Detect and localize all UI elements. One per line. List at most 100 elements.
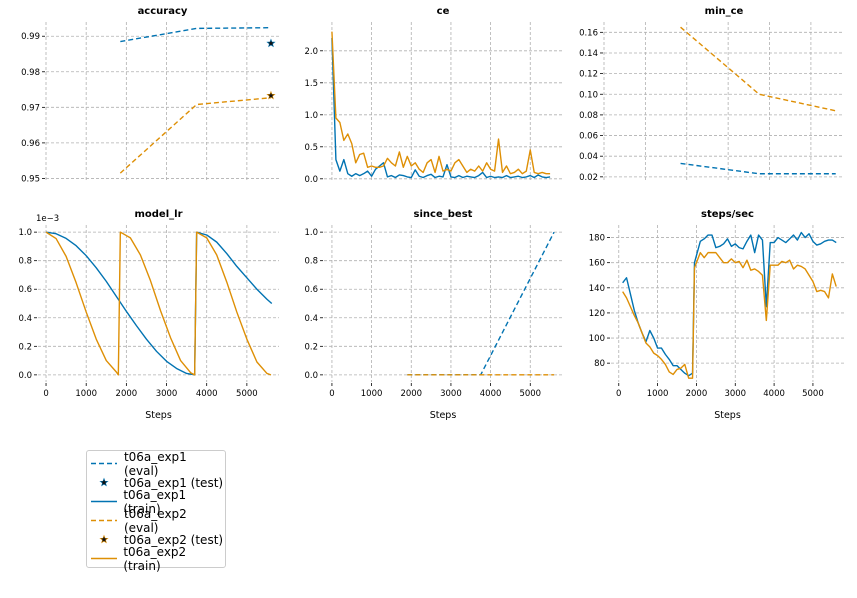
x-tick-label: 0 [43,389,48,399]
panel-title: min_ce [705,6,744,17]
x-axis-label: Steps [430,410,457,421]
y-tick-label: 0.6 [304,285,318,295]
legend-entry: t06a_exp1 (eval) [87,450,225,478]
y-tick-label: 0.04 [579,152,598,162]
legend-label: t06a_exp1 (eval) [123,449,187,478]
y-tick-label: 0.0 [304,371,318,381]
series-line-1 [622,251,837,379]
legend-swatch [91,462,117,465]
y-tick-label: 0.10 [579,90,598,100]
y-tick-label: 0.6 [18,285,32,295]
legend: t06a_exp1 (eval) t06a_exp1 (test) t06a_exp… [86,450,226,573]
x-tick-label: 0 [329,389,334,399]
series-point-star [266,90,276,100]
x-tick-label: 5000 [802,389,824,399]
y-tick-label: 140 [589,284,605,294]
legend-entry: t06a_exp2 (eval) [87,507,225,535]
y-tick-label: 0.14 [579,49,598,59]
y-tick-label: 0.5 [304,143,318,153]
legend-entry: t06a_exp1 (test) [87,473,225,492]
panel-accuracy: accuracy 0.95 0.96 0.97 0.98 0.99 [21,6,279,184]
series-line-0 [120,26,271,43]
x-axis-label: Steps [145,410,172,421]
legend-swatch [91,519,117,522]
y-tick-label: 0.95 [21,174,40,184]
y-tick-label: 0.0 [18,371,32,381]
panel-model-lr: model_lr 0 1000 2000 3000 4000 5000 0.0 0.2 0.4 0.… [18,209,279,421]
series-line-1 [331,31,551,175]
legend-label: t06a_exp1 (test) [124,475,224,490]
y-tick-label: 0.8 [304,257,318,267]
panel-since-best: since_best 0 1000 2000 3000 4000 5000 0.0 0.2 0.4… [304,209,562,421]
series-point-star [266,38,276,48]
series-line-0 [622,231,837,377]
panel-title: since_best [414,209,473,220]
legend-swatch [99,477,109,487]
y-tick-label: 0.96 [21,139,40,149]
series-line-2 [119,97,272,174]
series-line-0 [407,231,555,376]
panel-title: model_lr [134,209,182,220]
y-tick-label: 1.0 [304,228,318,238]
legend-entry: t06a_exp2 (test) [87,530,225,549]
x-tick-label: 4000 [196,389,218,399]
y-tick-label: 1.0 [18,228,32,238]
y-tick-label: 0.8 [18,257,32,267]
x-tick-label: 1000 [75,389,97,399]
y-tick-label: 0.4 [304,314,318,324]
x-tick-label: 1000 [647,389,669,399]
x-tick-label: 5000 [236,389,258,399]
y-tick-label: 0.4 [18,314,32,324]
x-tick-label: 4000 [763,389,785,399]
y-tick-label: 0.16 [579,28,598,38]
y-tick-label: 1.5 [304,79,318,89]
y-tick-label: 180 [589,234,605,244]
legend-label: t06a_exp2 (eval) [123,506,187,535]
panel-steps-sec: steps/sec 0 1000 2000 3000 4000 5000 80 100 120 14… [589,209,844,421]
y-tick-label: 0.06 [579,132,598,142]
x-axis-label: Steps [714,410,741,421]
y-tick-label: 80 [594,359,605,369]
y-tick-label: 0.02 [579,173,598,183]
x-tick-label: 1000 [361,389,383,399]
x-tick-label: 2000 [400,389,422,399]
panel-title: ce [437,6,450,17]
panel-title: steps/sec [701,209,754,220]
legend-swatch [91,500,117,503]
legend-swatch [91,557,117,560]
panel-ce: ce 0.0 0.5 1.0 1.5 2.0 [304,6,562,185]
y-tick-label: 0.2 [18,342,32,352]
legend-entry: t06a_exp1 (train) [87,488,225,516]
panel-title: accuracy [138,6,188,17]
series-line-1 [45,231,272,376]
y-tick-label: 0.98 [21,68,40,78]
y-tick-label: 0.99 [21,32,40,42]
legend-swatch [99,534,109,544]
x-tick-label: 3000 [724,389,746,399]
x-tick-label: 4000 [480,389,502,399]
y-tick-label: 0.12 [579,70,598,80]
y-tick-label: 160 [589,259,605,269]
y-tick-label: 120 [589,309,605,319]
legend-label: t06a_exp2 (test) [124,532,224,547]
axis-multiplier: 1e−3 [36,214,59,224]
series-line-0 [331,37,551,179]
legend-label: t06a_exp2 (train) [123,544,187,573]
y-tick-label: 100 [589,334,605,344]
y-tick-label: 2.0 [304,47,318,57]
x-tick-label: 0 [616,389,621,399]
legend-entry: t06a_exp2 (train) [87,545,225,573]
x-tick-label: 3000 [440,389,462,399]
x-tick-label: 5000 [519,389,541,399]
y-tick-label: 1.0 [304,111,318,121]
series-line-0 [680,162,836,175]
x-tick-label: 2000 [686,389,708,399]
series-line-1 [680,26,836,112]
x-tick-label: 2000 [116,389,138,399]
x-tick-label: 3000 [156,389,178,399]
y-tick-label: 0.97 [21,103,40,113]
y-tick-label: 0.08 [579,111,598,121]
panel-min-ce: min_ce 0.02 0.04 0.06 0.08 0.10 0.12 0.14 0.16 [579,6,844,183]
y-tick-label: 0.2 [304,342,318,352]
